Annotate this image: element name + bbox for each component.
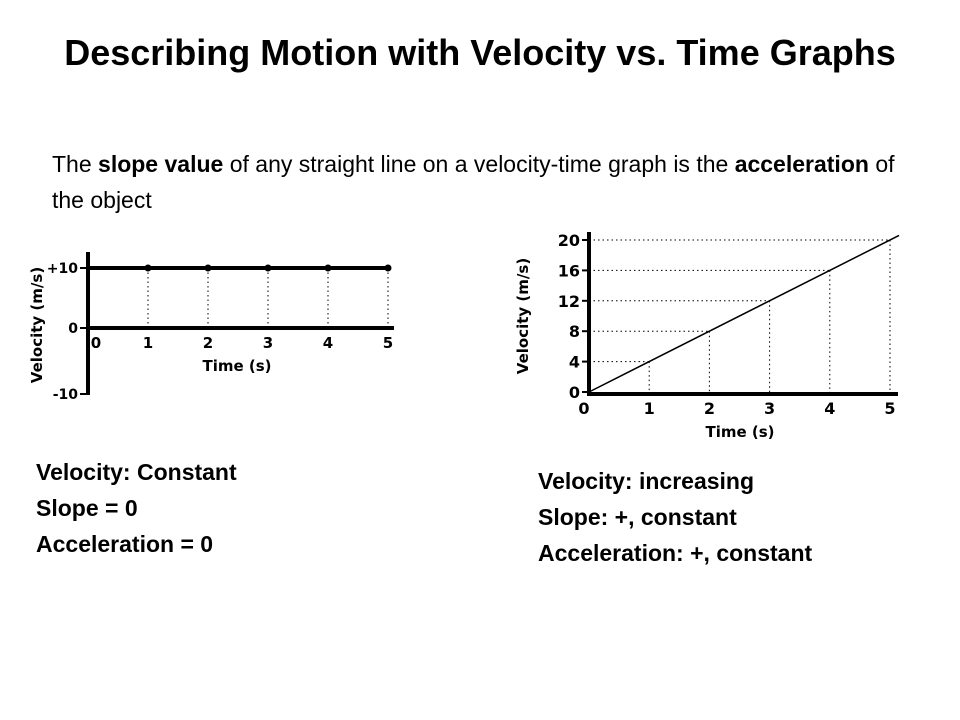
data-point [324,264,332,272]
x-tick-label: 4 [824,399,835,418]
y-tick-label: 20 [558,231,580,250]
caption-line: Velocity: Constant [36,459,237,485]
y-tick-label: 8 [569,322,580,341]
caption-constant-velocity: Velocity: Constant Slope = 0 Acceleratio… [36,454,237,562]
data-point [264,264,272,272]
intro-text-part: of any straight line on a velocity-time … [223,151,735,177]
y-axis-label: Velocity (m/s) [514,258,532,374]
series-line [588,234,900,393]
x-tick-label: 5 [383,334,393,352]
x-tick-label: 1 [143,334,153,352]
intro-bold-acceleration: acceleration [734,151,869,177]
data-point [144,264,152,272]
x-tick-label: 2 [704,399,715,418]
x-tick-label: 3 [263,334,273,352]
intro-text-part: of the object [52,151,895,213]
x-axis-label: Time (s) [705,423,774,441]
x-axis-label: Time (s) [202,357,271,375]
x-tick-label: 4 [323,334,333,352]
y-tick-label: 16 [558,261,580,280]
x-tick-label: 2 [203,334,213,352]
intro-text: The slope value of any straight line on … [52,146,932,218]
caption-line: Acceleration = 0 [36,531,214,557]
slide-title: Describing Motion with Velocity vs. Time… [64,32,896,73]
y-tick-label: 0 [569,383,580,402]
caption-line: Velocity: increasing [538,468,755,494]
caption-line: Slope = 0 [36,495,138,521]
caption-increasing-velocity: Velocity: increasing Slope: +, constant … [538,463,812,571]
data-point [384,264,392,272]
y-tick-label: 12 [558,292,580,311]
caption-line: Acceleration: +, constant [538,540,813,566]
x-tick-label: 1 [644,399,655,418]
x-tick-label: 0 [578,399,589,418]
y-tick-label: +10 [47,261,78,277]
x-tick-label: 3 [764,399,775,418]
caption-line: Slope: +, constant [538,504,737,530]
intro-text-part: The [52,151,99,177]
data-point [204,264,212,272]
y-tick-label: -10 [53,387,79,403]
x-tick-label: 5 [884,399,895,418]
x-tick-label: 0 [91,334,101,352]
intro-bold-slope-value: slope value [98,151,224,177]
y-axis-label: Velocity (m/s) [28,267,46,383]
y-tick-label: 4 [569,353,580,372]
y-tick-label: 0 [68,321,78,337]
